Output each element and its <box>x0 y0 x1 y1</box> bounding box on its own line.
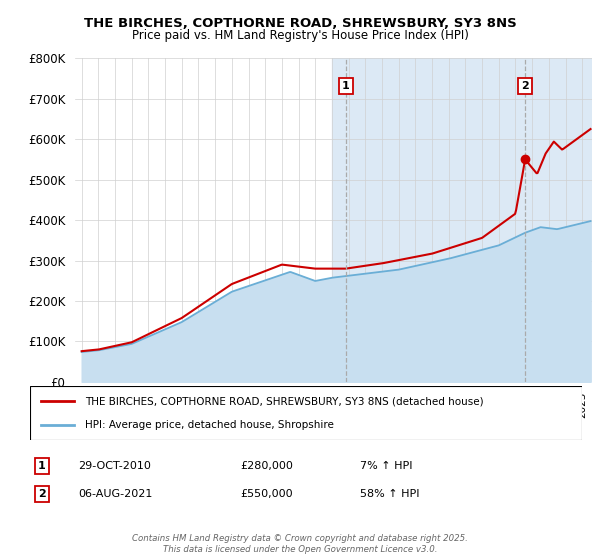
Text: THE BIRCHES, COPTHORNE ROAD, SHREWSBURY, SY3 8NS: THE BIRCHES, COPTHORNE ROAD, SHREWSBURY,… <box>83 17 517 30</box>
Bar <box>332 58 592 382</box>
Text: 2: 2 <box>521 81 529 91</box>
Text: 29-OCT-2010: 29-OCT-2010 <box>78 461 151 471</box>
Text: Price paid vs. HM Land Registry's House Price Index (HPI): Price paid vs. HM Land Registry's House … <box>131 29 469 42</box>
Text: 2: 2 <box>38 489 46 499</box>
Text: £280,000: £280,000 <box>240 461 293 471</box>
Text: HPI: Average price, detached house, Shropshire: HPI: Average price, detached house, Shro… <box>85 419 334 430</box>
Text: £550,000: £550,000 <box>240 489 293 499</box>
Text: THE BIRCHES, COPTHORNE ROAD, SHREWSBURY, SY3 8NS (detached house): THE BIRCHES, COPTHORNE ROAD, SHREWSBURY,… <box>85 396 484 407</box>
Text: Contains HM Land Registry data © Crown copyright and database right 2025.
This d: Contains HM Land Registry data © Crown c… <box>132 534 468 554</box>
Text: 1: 1 <box>342 81 350 91</box>
Text: 1: 1 <box>38 461 46 471</box>
Text: 58% ↑ HPI: 58% ↑ HPI <box>360 489 419 499</box>
Text: 7% ↑ HPI: 7% ↑ HPI <box>360 461 413 471</box>
Text: 06-AUG-2021: 06-AUG-2021 <box>78 489 152 499</box>
